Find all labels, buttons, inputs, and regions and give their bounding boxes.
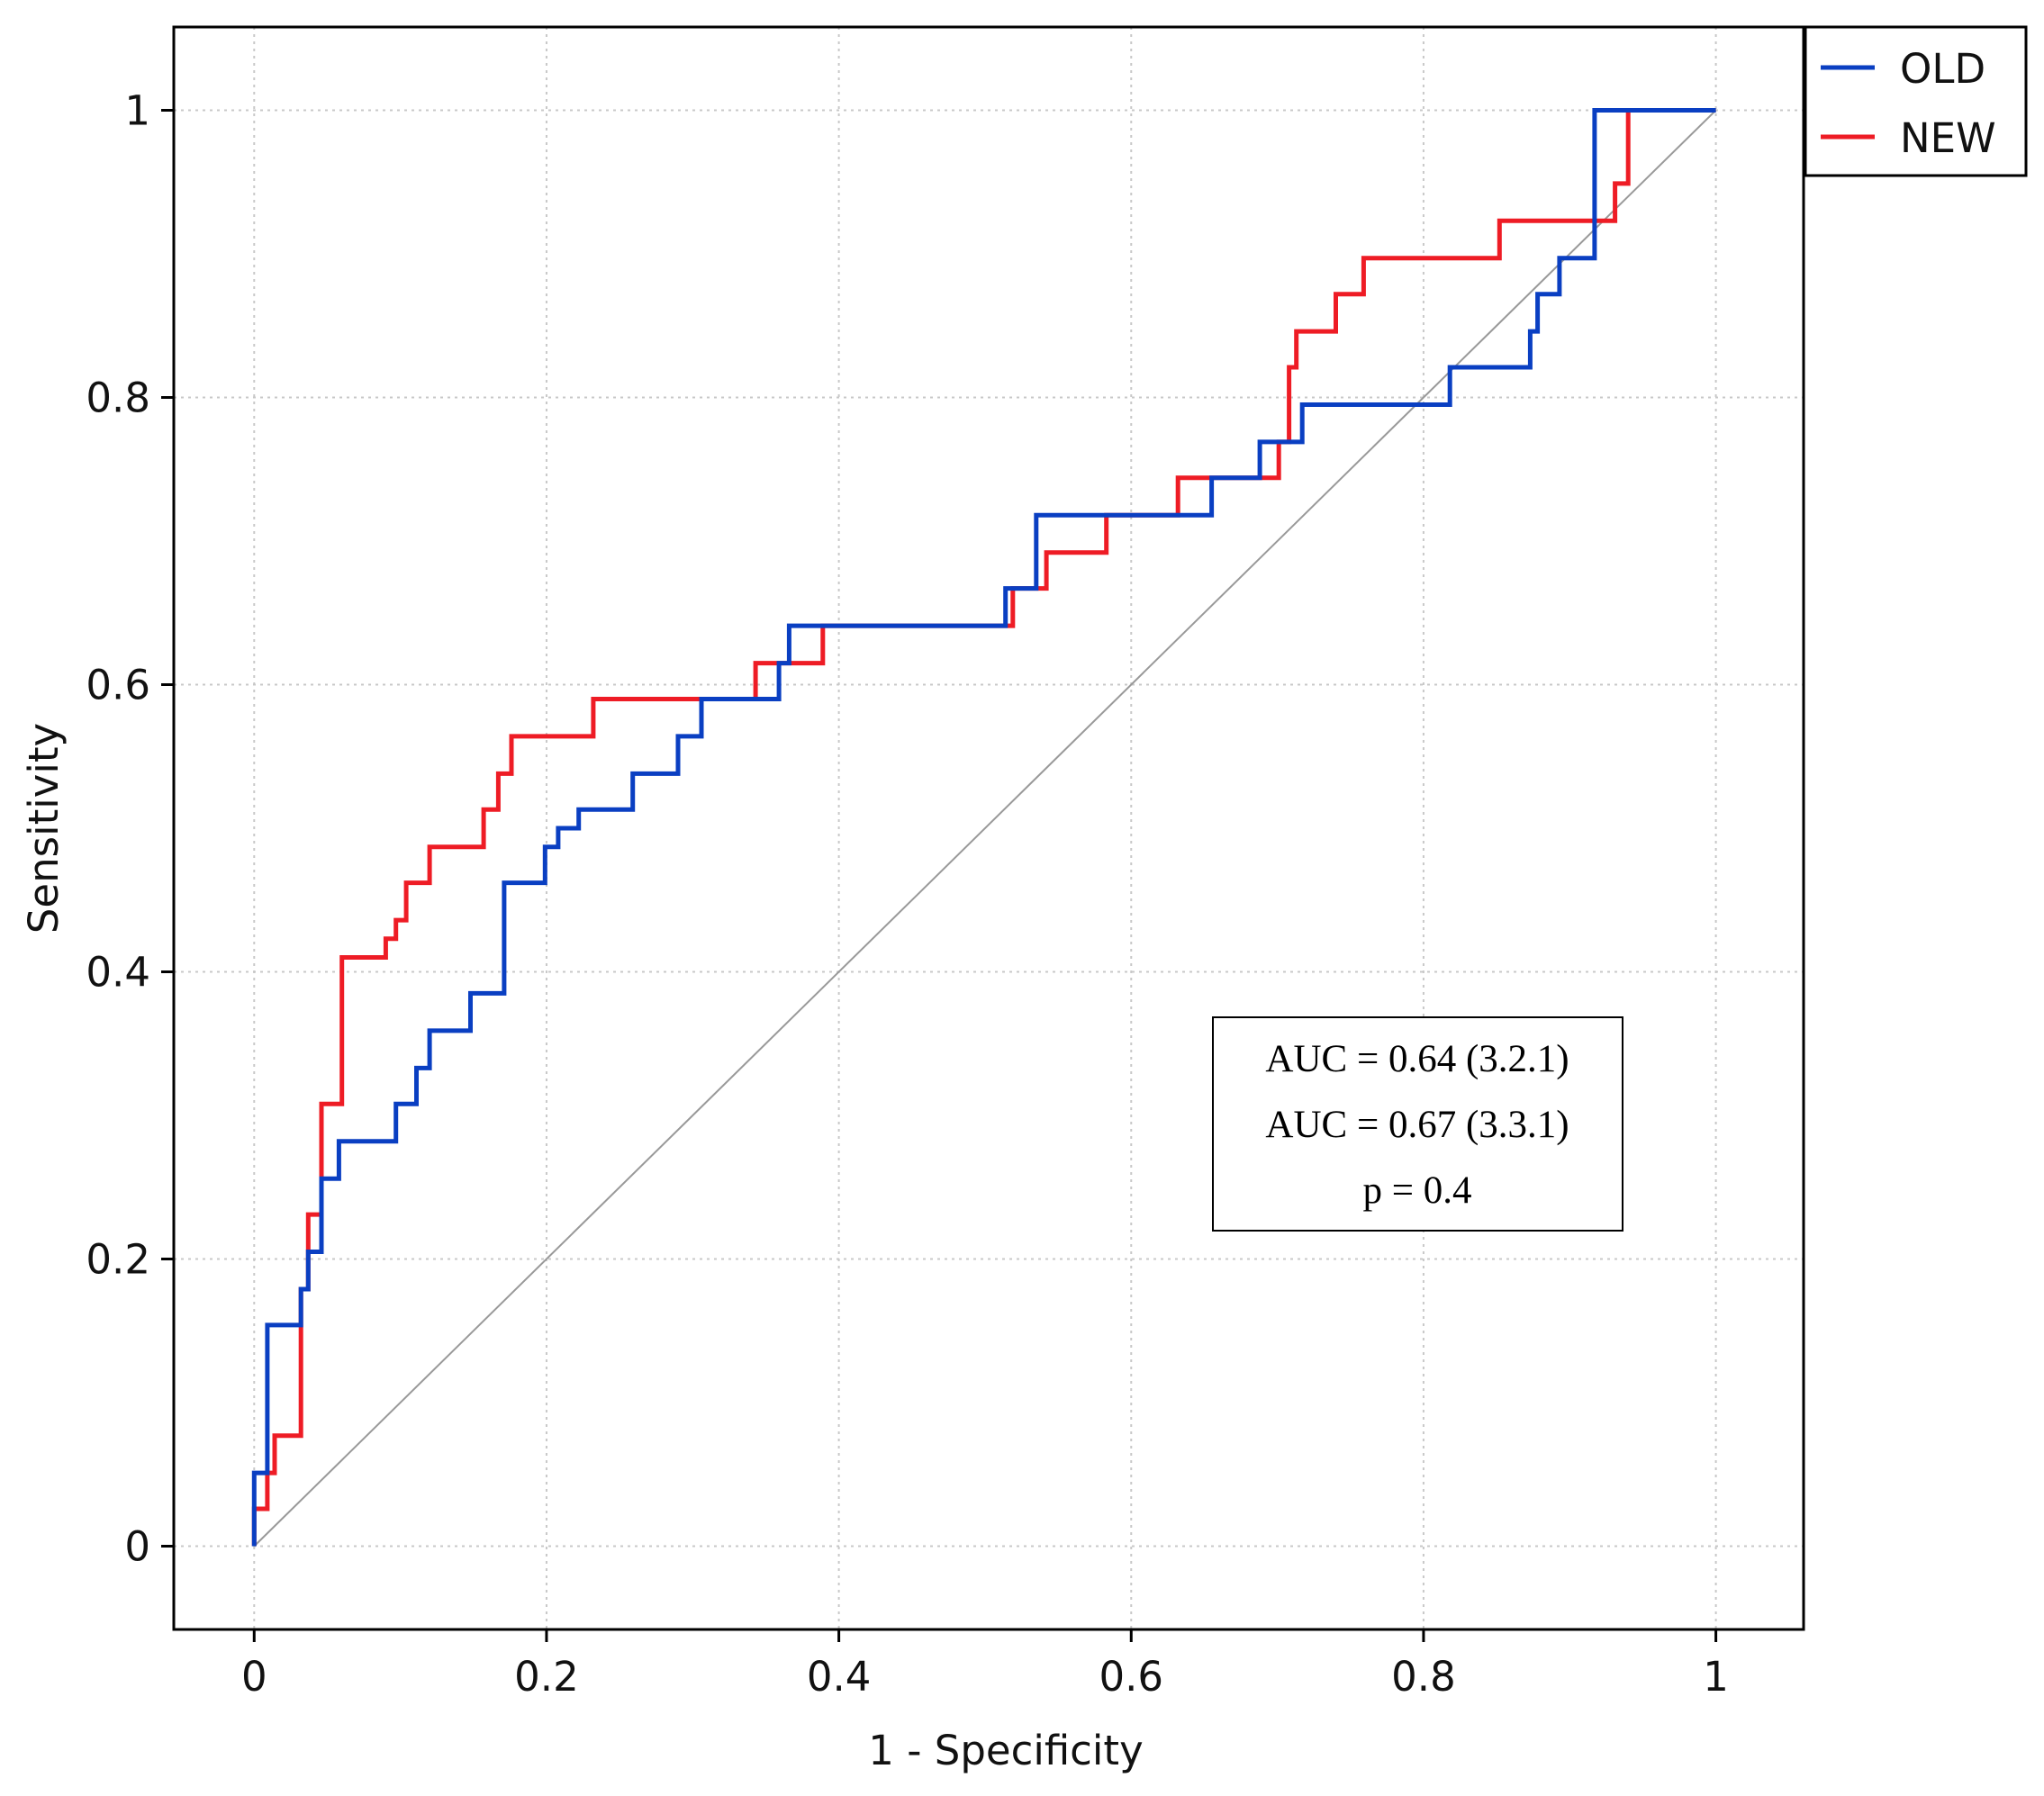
series-line-new bbox=[251, 108, 1716, 1547]
auc-annotation: AUC = 0.64 (3.2.1) AUC = 0.67 (3.3.1) p … bbox=[1212, 1016, 1623, 1232]
y-tick-label: 1 bbox=[124, 87, 150, 135]
y-tick-label: 0.6 bbox=[86, 662, 150, 709]
annotation-p-value: p = 0.4 bbox=[1362, 1169, 1471, 1212]
x-tick-label: 0.4 bbox=[807, 1653, 872, 1701]
y-tick-label: 0.2 bbox=[86, 1235, 150, 1283]
x-tick-label: 0.8 bbox=[1391, 1653, 1456, 1701]
annotation-auc-new: AUC = 0.67 (3.3.1) bbox=[1265, 1104, 1569, 1146]
y-axis-title: Sensitivity bbox=[20, 723, 68, 934]
plot-background bbox=[174, 27, 1804, 1629]
x-tick-label: 0.2 bbox=[514, 1653, 579, 1701]
annotation-auc-old: AUC = 0.64 (3.2.1) bbox=[1265, 1038, 1569, 1080]
x-tick-label: 0.6 bbox=[1099, 1653, 1163, 1701]
annotation-box bbox=[1212, 1016, 1623, 1232]
y-tick-label: 0.4 bbox=[86, 948, 150, 996]
x-tick-label: 0 bbox=[241, 1653, 267, 1701]
grid-lines bbox=[174, 27, 1804, 1629]
legend-label-old: OLD bbox=[1900, 45, 1985, 93]
tick-labels: 0 0.2 0.4 0.6 0.8 1 0 0.2 0.4 0.6 0.8 1 bbox=[86, 87, 1728, 1701]
series-layer bbox=[251, 108, 1717, 1548]
y-tick-label: 0 bbox=[124, 1522, 150, 1570]
legend-label-new: NEW bbox=[1900, 114, 1996, 162]
y-tick-label: 0.8 bbox=[86, 375, 150, 422]
plot-frame bbox=[172, 25, 1805, 1631]
series-line-reference bbox=[253, 109, 1717, 1548]
series-line-old bbox=[251, 108, 1716, 1547]
tick-marks bbox=[161, 109, 1718, 1642]
x-tick-label: 1 bbox=[1703, 1653, 1729, 1701]
legend-box bbox=[1804, 25, 2028, 177]
legend: OLD NEW bbox=[1804, 25, 2028, 177]
x-axis-title: 1 - Specificity bbox=[868, 1727, 1143, 1774]
